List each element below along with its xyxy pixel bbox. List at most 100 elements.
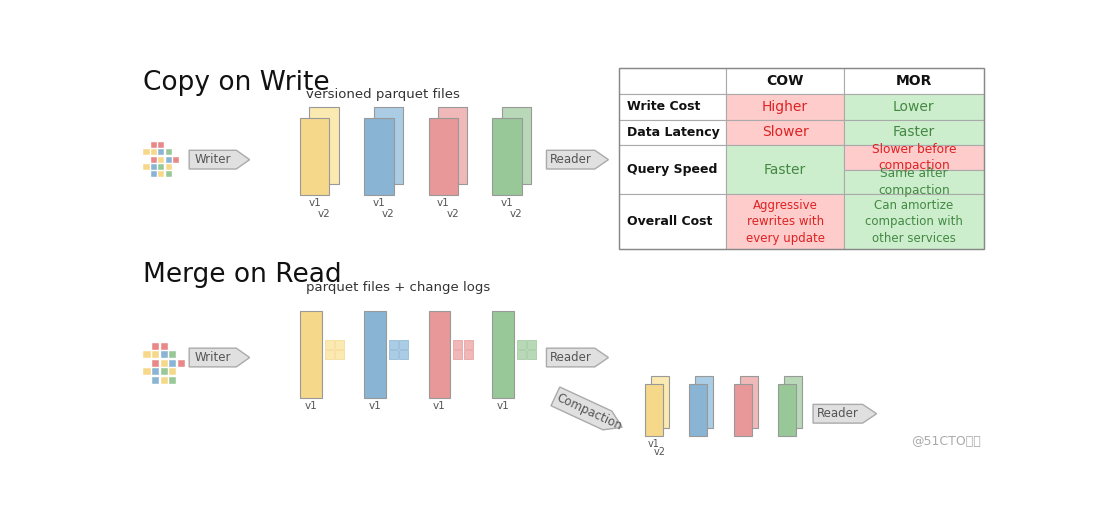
Text: Overall Cost: Overall Cost [627,215,713,228]
Bar [172,156,179,163]
Text: v2: v2 [382,209,394,219]
Bar [152,351,159,358]
Text: COW: COW [766,74,804,88]
Bar [373,107,403,184]
Bar [169,377,177,384]
Text: Compaction: Compaction [554,391,625,433]
Bar [651,376,669,429]
Bar [492,118,522,195]
Text: Higher: Higher [762,100,808,114]
Bar [365,118,394,195]
Bar [160,343,168,350]
Bar [844,68,984,94]
Text: v2: v2 [317,209,330,219]
Bar [619,68,726,94]
Bar [169,351,177,358]
Text: v1: v1 [648,439,660,449]
Bar [158,156,165,163]
Polygon shape [551,387,623,430]
Text: Can amortize
compaction with
other services: Can amortize compaction with other servi… [865,199,963,245]
Bar [160,368,168,375]
Bar [517,350,526,359]
Bar [619,94,726,120]
Bar [527,340,536,349]
Bar [150,156,157,163]
Text: v1: v1 [369,401,381,411]
Bar [144,164,149,170]
Bar [690,384,707,436]
Bar [300,118,329,195]
Bar [158,142,165,148]
Bar [169,359,177,367]
Text: Reader: Reader [550,153,592,166]
Text: Query Speed: Query Speed [627,163,717,176]
Bar [325,340,334,349]
Bar [166,156,171,163]
Text: Faster: Faster [764,163,806,177]
Bar [463,350,472,359]
Polygon shape [189,348,249,367]
Text: Write Cost: Write Cost [627,100,701,113]
Text: v1: v1 [304,401,317,411]
Text: Writer: Writer [194,351,231,364]
Text: MOR: MOR [896,74,932,88]
Bar [144,149,149,155]
Bar [144,368,150,375]
Text: Data Latency: Data Latency [627,126,720,139]
Bar [778,384,796,436]
Bar [619,68,984,249]
Text: v1: v1 [372,198,385,208]
Bar [726,94,844,120]
Bar [726,194,844,249]
Bar [438,107,468,184]
Bar [400,340,408,349]
Text: Faster: Faster [893,126,934,139]
Bar [310,107,339,184]
Text: v2: v2 [654,447,666,457]
Bar [150,171,157,177]
Bar [844,146,984,169]
Bar [619,146,726,194]
Bar [300,312,322,398]
Text: Slower before
compaction: Slower before compaction [872,143,956,172]
Bar [150,149,157,155]
Bar [160,377,168,384]
Bar [733,384,752,436]
Bar [325,350,334,359]
Bar [619,120,726,146]
Bar [150,142,157,148]
Text: v1: v1 [437,198,450,208]
Bar [517,340,526,349]
Bar [389,350,399,359]
Text: Merge on Read: Merge on Read [144,262,343,288]
Bar [158,164,165,170]
Text: v1: v1 [433,401,446,411]
Bar [844,94,984,120]
Text: parquet files + change logs: parquet files + change logs [306,280,491,294]
Text: v1: v1 [309,198,321,208]
Polygon shape [813,404,876,423]
Bar [844,120,984,146]
Text: v2: v2 [446,209,459,219]
Bar [178,359,184,367]
Bar [152,377,159,384]
Bar [740,376,758,429]
Bar [152,343,159,350]
Bar [158,171,165,177]
Bar [463,340,472,349]
Bar [726,146,844,194]
Bar [169,368,177,375]
Text: Slower: Slower [762,126,808,139]
Bar [428,312,450,398]
Bar [428,118,458,195]
Bar [492,312,514,398]
Bar [158,149,165,155]
Bar [726,68,844,94]
Text: v1: v1 [501,198,513,208]
Text: Reader: Reader [550,351,592,364]
Bar [784,376,803,429]
Text: Copy on Write: Copy on Write [144,70,330,96]
Bar [144,351,150,358]
Bar [453,340,462,349]
Bar [502,107,531,184]
